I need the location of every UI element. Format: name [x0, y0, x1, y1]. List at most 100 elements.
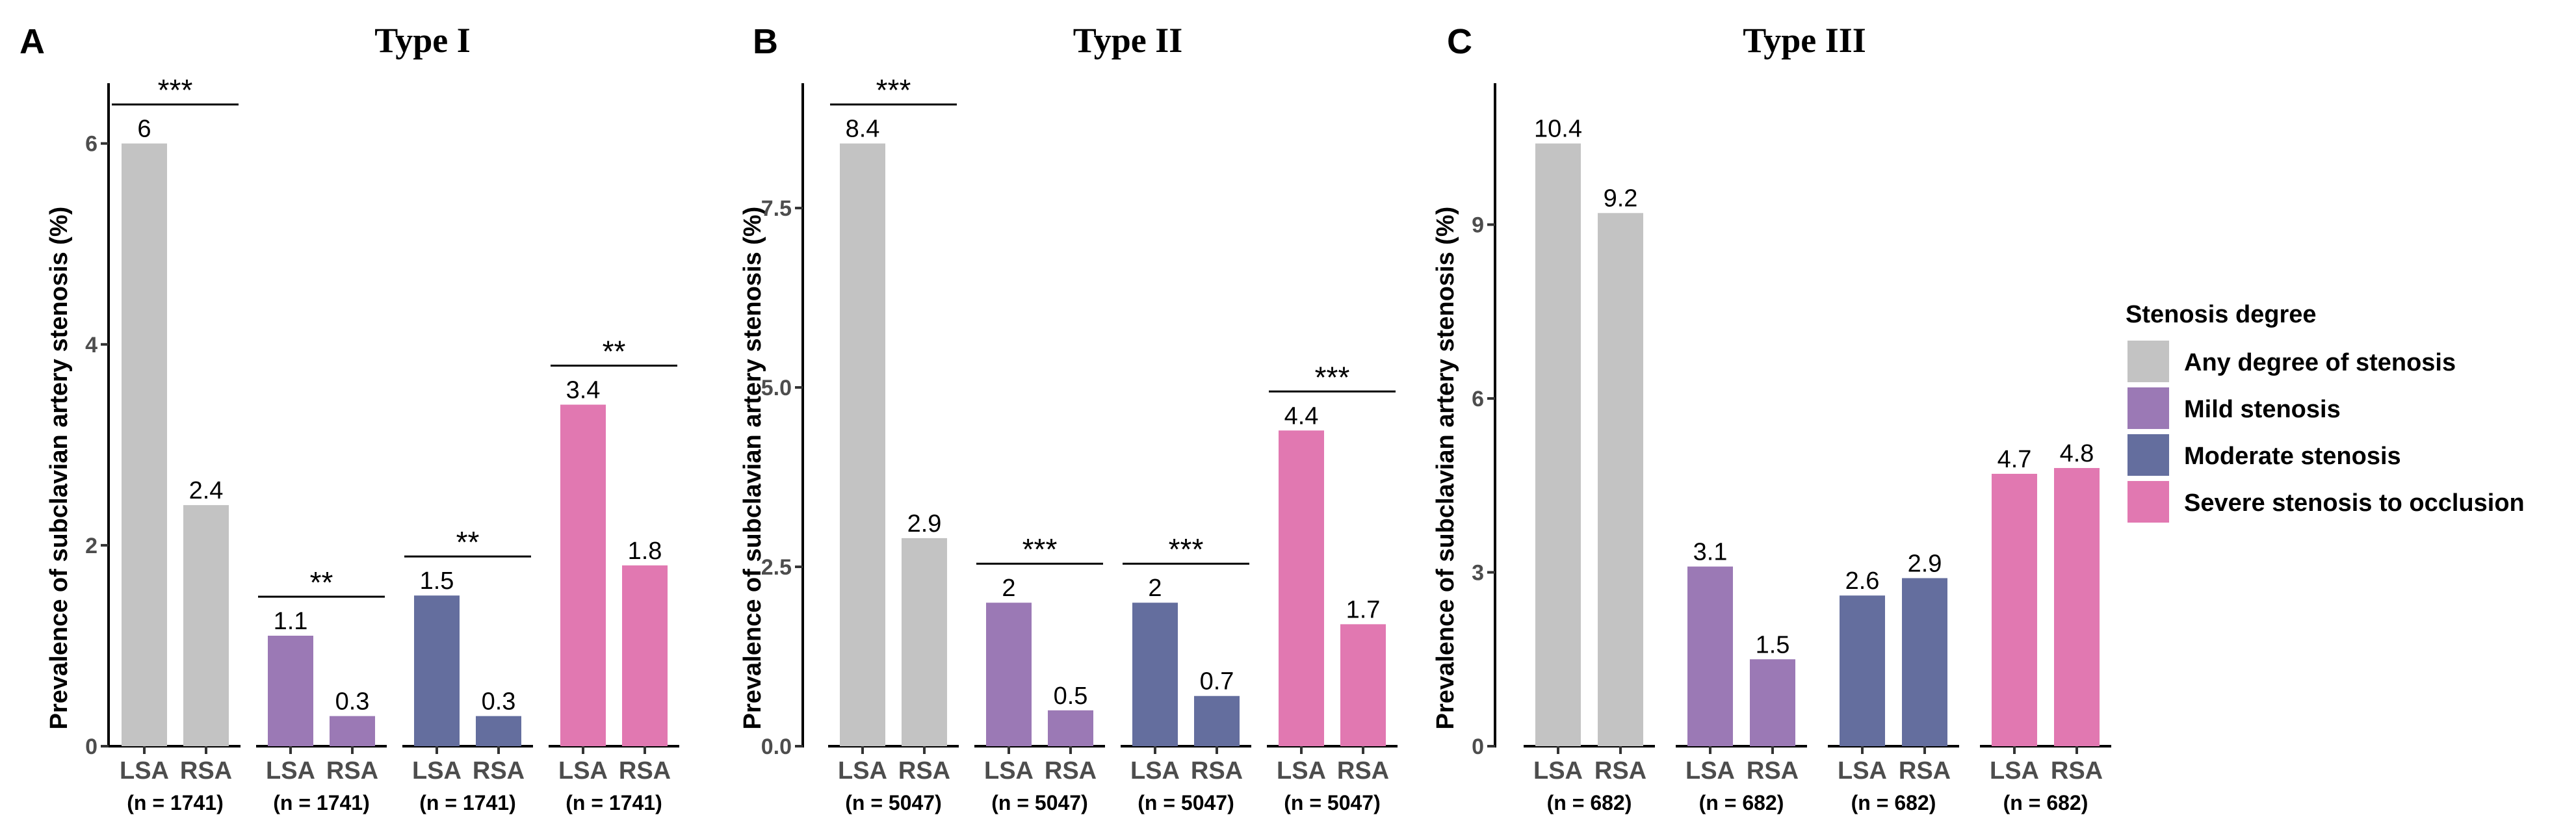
bar-lsa [1132, 603, 1178, 746]
bar-lsa [560, 404, 606, 746]
n-label: (n = 5047) [1284, 791, 1381, 814]
x-tick-label: RSA [1747, 757, 1799, 785]
x-tick-label: RSA [473, 757, 525, 785]
x-tick-label: RSA [1594, 757, 1646, 785]
x-tick-label: LSA [1130, 757, 1180, 785]
x-tick-label: RSA [1191, 757, 1243, 785]
x-tick-label: RSA [2051, 757, 2103, 785]
bar-rsa [330, 716, 375, 746]
x-tick-label: LSA [558, 757, 608, 785]
n-label: (n = 682) [1547, 791, 1632, 814]
bar-rsa [1750, 659, 1795, 746]
bar-lsa [1279, 430, 1324, 746]
data-label: 1.5 [420, 567, 454, 595]
x-tick-label: LSA [1685, 757, 1735, 785]
panel-letter-a: A [20, 22, 45, 61]
data-label: 3.4 [566, 377, 601, 404]
legend: Stenosis degree Any degree of stenosis M… [2126, 301, 2525, 523]
data-label: 0.3 [482, 688, 516, 716]
x-tick-label: LSA [838, 757, 887, 785]
y-tick-label: 0 [1472, 734, 1484, 759]
y-tick-label: 9 [1472, 213, 1484, 238]
data-label: 4.7 [1997, 446, 2032, 473]
data-label: 2 [1148, 575, 1162, 602]
significance-stars: *** [876, 73, 911, 107]
n-label: (n = 682) [1851, 791, 1936, 814]
y-tick-label: 6 [85, 132, 98, 157]
significance-stars: ** [603, 335, 626, 369]
legend-label-any: Any degree of stenosis [2184, 349, 2456, 376]
bar-rsa [2054, 468, 2100, 746]
bar-rsa [1598, 213, 1643, 746]
x-tick-label: LSA [1533, 757, 1583, 785]
bar-rsa [1902, 578, 1947, 746]
legend-label-severe: Severe stenosis to occlusion [2184, 489, 2525, 517]
x-tick-label: LSA [984, 757, 1034, 785]
data-label: 2.4 [189, 477, 224, 504]
significance-stars: *** [1315, 360, 1350, 394]
y-tick-label: 5.0 [761, 376, 792, 400]
bar-rsa [902, 538, 947, 746]
panel-b-y-axis-label: Prevalence of subclavian artery stenosis… [739, 207, 766, 730]
x-tick-label: RSA [898, 757, 950, 785]
panel-c-plot: 0 3 6 9 10.4 LSA 9.2 RSA (n = 682) 3.1 LSA 1.5 RSA (n… [1472, 83, 2111, 814]
legend-swatch-moderate [2127, 434, 2169, 476]
bar-lsa [122, 143, 167, 746]
data-label: 3.1 [1693, 539, 1728, 566]
data-label: 4.4 [1284, 402, 1319, 430]
panel-a: A Type I Prevalence of subclavian artery… [20, 21, 679, 814]
panel-a-plot: 0 2 4 6 6 LSA 2.4 RSA (n = 1741) *** 1.1 LSA 0.3 RSA (… [85, 73, 679, 814]
panel-a-title: Type I [374, 21, 471, 60]
data-label: 4.8 [2060, 440, 2094, 467]
bar-lsa [1840, 595, 1885, 746]
data-label: 1.5 [1756, 631, 1790, 658]
x-tick-label: LSA [412, 757, 462, 785]
legend-swatch-mild [2127, 387, 2169, 429]
bar-lsa [986, 603, 1032, 746]
data-label: 2 [1002, 575, 1015, 602]
bar-lsa [1687, 566, 1733, 746]
y-tick-label: 2.5 [761, 555, 792, 580]
panel-b-plot: 0.0 2.5 5.0 7.5 8.4 LSA 2.9 RSA (n = 5047) *** 2 LS… [761, 73, 1398, 814]
n-label: (n = 1741) [273, 791, 370, 814]
x-tick-label: RSA [180, 757, 232, 785]
n-label: (n = 5047) [991, 791, 1088, 814]
significance-stars: *** [1169, 532, 1204, 566]
n-label: (n = 1741) [127, 791, 224, 814]
bar-lsa [840, 143, 885, 746]
x-tick-label: LSA [266, 757, 315, 785]
x-tick-label: LSA [120, 757, 169, 785]
bar-rsa [476, 716, 521, 746]
bar-rsa [622, 565, 668, 746]
x-tick-label: LSA [1838, 757, 1887, 785]
bar-rsa [1340, 624, 1386, 746]
data-label: 8.4 [846, 116, 880, 143]
panel-letter-c: C [1447, 22, 1472, 61]
y-tick-label: 0 [85, 734, 98, 759]
panel-c: C Type III Prevalence of subclavian arte… [1432, 21, 2111, 814]
legend-label-mild: Mild stenosis [2184, 396, 2341, 423]
data-label: 0.5 [1054, 682, 1088, 710]
data-label: 2.6 [1845, 567, 1880, 595]
bar-lsa [414, 595, 460, 746]
data-label: 2.9 [907, 510, 942, 538]
x-tick-label: LSA [1990, 757, 2039, 785]
y-tick-label: 3 [1472, 561, 1484, 586]
data-label: 1.8 [628, 538, 662, 565]
data-label: 0.3 [335, 688, 370, 716]
data-label: 1.7 [1346, 596, 1381, 623]
data-label: 9.2 [1604, 185, 1638, 213]
bar-rsa [1048, 710, 1093, 746]
n-label: (n = 1741) [419, 791, 516, 814]
legend-title: Stenosis degree [2126, 301, 2317, 328]
n-label: (n = 5047) [1138, 791, 1234, 814]
bar-lsa [1992, 473, 2037, 746]
bar-rsa [183, 505, 229, 746]
y-tick-label: 0.0 [761, 734, 792, 759]
panel-b-title: Type II [1073, 21, 1183, 60]
panel-a-y-axis-label: Prevalence of subclavian artery stenosis… [46, 207, 73, 730]
data-label: 0.7 [1200, 668, 1234, 696]
data-label: 6 [137, 116, 151, 143]
x-tick-label: RSA [1045, 757, 1097, 785]
